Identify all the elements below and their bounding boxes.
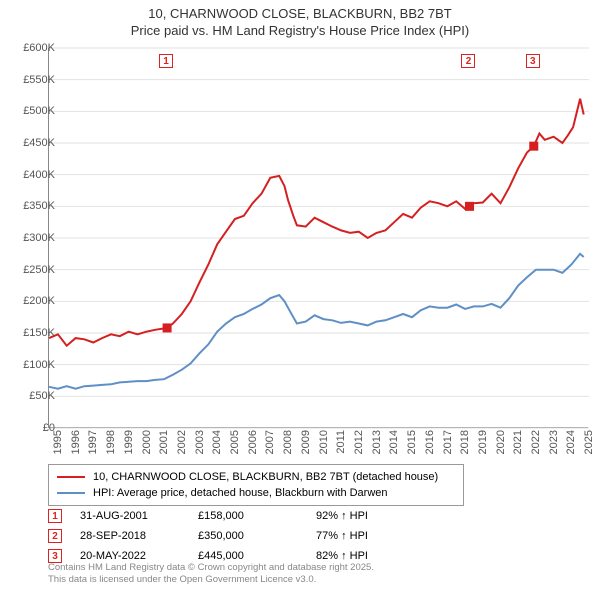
x-axis-label: 1996 <box>70 430 82 460</box>
x-axis-label: 2023 <box>548 430 560 460</box>
event-marker-point-1 <box>163 324 171 332</box>
title-line2: Price paid vs. HM Land Registry's House … <box>0 23 600 40</box>
footnote-marker-2: 2 <box>48 529 62 543</box>
footnote-hpi: 92% ↑ HPI <box>316 510 416 522</box>
x-axis-label: 2007 <box>264 430 276 460</box>
x-axis-label: 2022 <box>530 430 542 460</box>
y-axis-label: £50K <box>5 390 55 402</box>
legend-swatch <box>57 492 85 494</box>
x-axis-label: 1997 <box>87 430 99 460</box>
footnotes-table: 1 31-AUG-2001 £158,000 92% ↑ HPI 2 28-SEP-201… <box>48 506 588 566</box>
x-axis-label: 2000 <box>141 430 153 460</box>
y-axis-label: £150K <box>5 327 55 339</box>
y-axis-label: £250K <box>5 264 55 276</box>
y-axis-label: £600K <box>5 42 55 54</box>
footnote-price: £445,000 <box>198 550 298 562</box>
footnote-hpi: 82% ↑ HPI <box>316 550 416 562</box>
event-marker-box-3: 3 <box>526 54 540 68</box>
x-axis-label: 2025 <box>583 430 595 460</box>
x-axis-label: 2009 <box>300 430 312 460</box>
legend-row: HPI: Average price, detached house, Blac… <box>57 485 455 501</box>
y-axis-label: £450K <box>5 137 55 149</box>
y-axis-label: £0 <box>5 422 55 434</box>
chart-title: 10, CHARNWOOD CLOSE, BLACKBURN, BB2 7BT … <box>0 0 600 40</box>
footnote-date: 28-SEP-2018 <box>80 530 180 542</box>
event-marker-box-1: 1 <box>159 54 173 68</box>
x-axis-label: 2010 <box>318 430 330 460</box>
x-axis-label: 2008 <box>282 430 294 460</box>
y-axis-label: £200K <box>5 295 55 307</box>
y-axis-label: £300K <box>5 232 55 244</box>
x-axis-label: 2003 <box>194 430 206 460</box>
x-axis-label: 2017 <box>442 430 454 460</box>
x-axis-label: 2016 <box>424 430 436 460</box>
x-axis-label: 1999 <box>123 430 135 460</box>
copyright-notice: Contains HM Land Registry data © Crown c… <box>48 562 374 586</box>
legend: 10, CHARNWOOD CLOSE, BLACKBURN, BB2 7BT … <box>48 464 464 506</box>
series-hpi <box>49 254 584 389</box>
footnote-date: 31-AUG-2001 <box>80 510 180 522</box>
title-line1: 10, CHARNWOOD CLOSE, BLACKBURN, BB2 7BT <box>0 6 600 23</box>
event-marker-point-3 <box>530 142 538 150</box>
copyright-line1: Contains HM Land Registry data © Crown c… <box>48 562 374 574</box>
x-axis-label: 2018 <box>459 430 471 460</box>
footnote-marker-3: 3 <box>48 549 62 563</box>
series-price_paid <box>49 99 584 346</box>
copyright-line2: This data is licensed under the Open Gov… <box>48 574 374 586</box>
x-axis-label: 2012 <box>353 430 365 460</box>
footnote-price: £350,000 <box>198 530 298 542</box>
footnote-price: £158,000 <box>198 510 298 522</box>
chart-plot-area <box>48 48 588 428</box>
x-axis-label: 2001 <box>158 430 170 460</box>
x-axis-label: 2014 <box>388 430 400 460</box>
y-axis-label: £400K <box>5 169 55 181</box>
event-marker-point-2 <box>465 202 473 210</box>
x-axis-label: 2005 <box>229 430 241 460</box>
x-axis-label: 2024 <box>565 430 577 460</box>
y-axis-label: £550K <box>5 74 55 86</box>
x-axis-label: 2015 <box>406 430 418 460</box>
x-axis-label: 1995 <box>52 430 64 460</box>
x-axis-label: 2019 <box>477 430 489 460</box>
event-marker-box-2: 2 <box>461 54 475 68</box>
legend-label: 10, CHARNWOOD CLOSE, BLACKBURN, BB2 7BT … <box>93 471 438 483</box>
x-axis-label: 2013 <box>371 430 383 460</box>
legend-label: HPI: Average price, detached house, Blac… <box>93 487 388 499</box>
x-axis-label: 1998 <box>105 430 117 460</box>
legend-swatch <box>57 476 85 478</box>
chart-svg <box>49 48 589 428</box>
footnote-row: 1 31-AUG-2001 £158,000 92% ↑ HPI <box>48 506 588 526</box>
x-axis-label: 2021 <box>512 430 524 460</box>
footnote-hpi: 77% ↑ HPI <box>316 530 416 542</box>
x-axis-label: 2002 <box>176 430 188 460</box>
x-axis-label: 2011 <box>335 430 347 460</box>
x-axis-label: 2006 <box>247 430 259 460</box>
footnote-marker-1: 1 <box>48 509 62 523</box>
footnote-date: 20-MAY-2022 <box>80 550 180 562</box>
y-axis-label: £500K <box>5 105 55 117</box>
legend-row: 10, CHARNWOOD CLOSE, BLACKBURN, BB2 7BT … <box>57 469 455 485</box>
x-axis-label: 2004 <box>211 430 223 460</box>
footnote-row: 2 28-SEP-2018 £350,000 77% ↑ HPI <box>48 526 588 546</box>
y-axis-label: £350K <box>5 200 55 212</box>
x-axis-label: 2020 <box>495 430 507 460</box>
y-axis-label: £100K <box>5 359 55 371</box>
